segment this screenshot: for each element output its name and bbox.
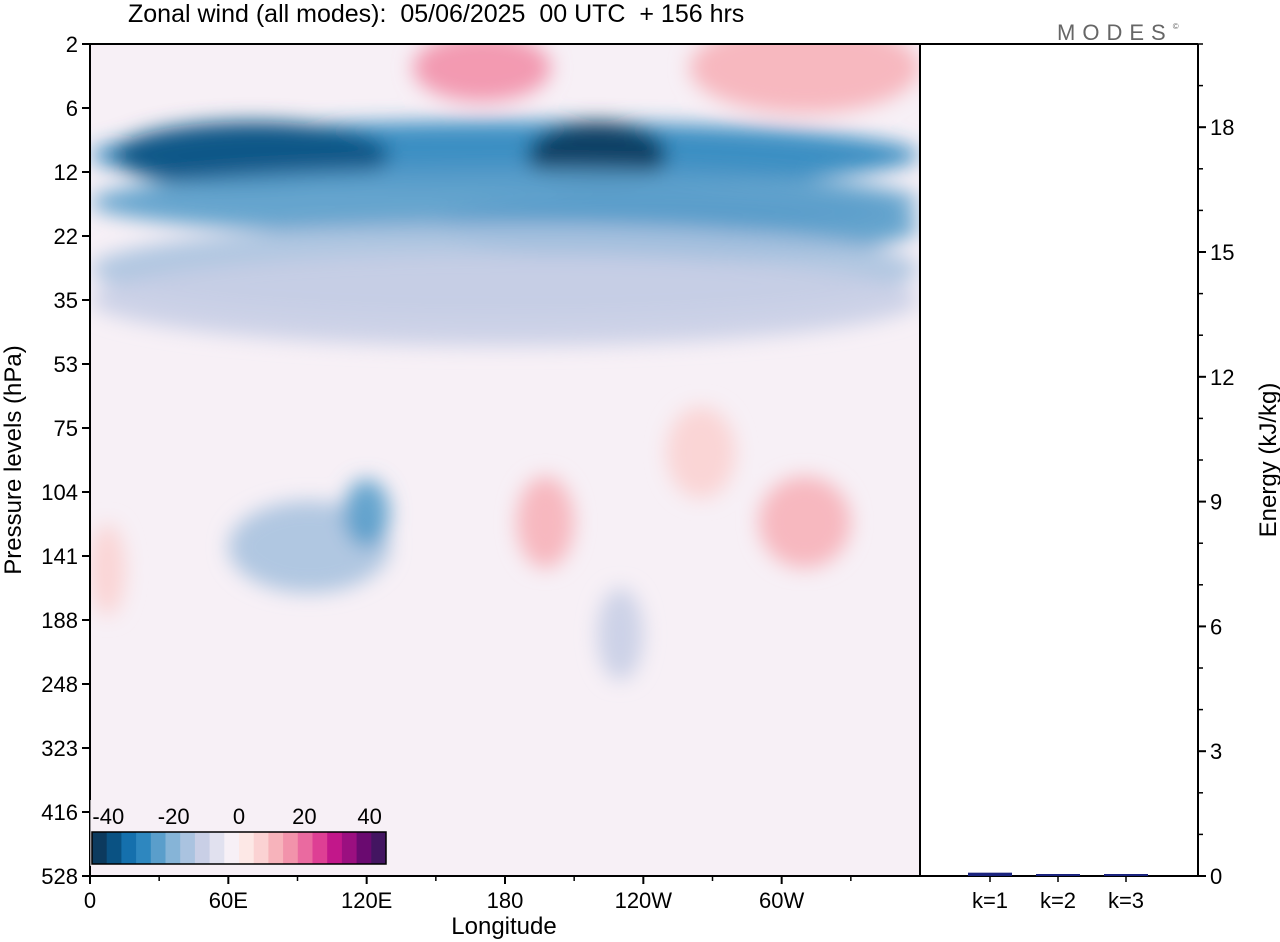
x-tick-label: 180 bbox=[487, 888, 524, 913]
colorbar-swatch bbox=[106, 832, 122, 864]
y-tick-label: 248 bbox=[41, 672, 78, 697]
wind-region-10 bbox=[343, 479, 390, 548]
y-tick-label: 104 bbox=[41, 480, 78, 505]
x-axis: 0 60E 120E 180 120W 60W bbox=[84, 876, 852, 913]
wind-region-8 bbox=[689, 44, 920, 114]
energy-y-tick-label: 6 bbox=[1210, 614, 1222, 639]
y-tick-label: 141 bbox=[41, 544, 78, 569]
wind-region-6 bbox=[90, 254, 920, 346]
wind-region-15 bbox=[597, 588, 644, 681]
chart-title: Zonal wind (all modes): 05/06/2025 00 UT… bbox=[128, 0, 745, 28]
x-tick-label: 60W bbox=[759, 888, 804, 913]
wind-region-14 bbox=[90, 523, 126, 616]
energy-bar-k=1 bbox=[968, 872, 1012, 876]
colorbar-swatch bbox=[327, 832, 343, 864]
colorbar-label: 20 bbox=[292, 804, 316, 829]
y-tick-label: 323 bbox=[41, 736, 78, 761]
x-tick-label: 60E bbox=[209, 888, 248, 913]
colorbar-label: -20 bbox=[158, 804, 190, 829]
energy-axis-title: Energy (kJ/kg) bbox=[1255, 383, 1280, 538]
y-tick-label: 6 bbox=[66, 96, 78, 121]
energy-y-tick-label: 3 bbox=[1210, 739, 1222, 764]
colorbar-swatch bbox=[209, 832, 225, 864]
colorbar-swatch bbox=[136, 832, 152, 864]
colorbar-swatch bbox=[180, 832, 196, 864]
colorbar-swatch bbox=[312, 832, 328, 864]
wind-region-11 bbox=[516, 476, 575, 569]
colorbar-swatch bbox=[224, 832, 240, 864]
y-tick-label: 12 bbox=[54, 160, 78, 185]
y-tick-label: 22 bbox=[54, 224, 78, 249]
energy-y-tick-label: 9 bbox=[1210, 490, 1222, 515]
copyright-mark: © bbox=[1172, 22, 1179, 31]
wind-region-13 bbox=[666, 406, 736, 499]
energy-bar-k=2 bbox=[1036, 874, 1080, 876]
colorbar-swatch bbox=[165, 832, 181, 864]
wind-region-7 bbox=[412, 44, 552, 102]
energy-y-tick-label: 12 bbox=[1210, 365, 1234, 390]
colorbar-legend: -40 -20 0 20 40 bbox=[90, 800, 388, 866]
energy-bar-k=3 bbox=[1104, 874, 1148, 876]
wind-field bbox=[90, 44, 920, 681]
colorbar-swatch bbox=[194, 832, 211, 864]
energy-y-tick-label: 0 bbox=[1210, 864, 1222, 889]
colorbar-label: 0 bbox=[233, 804, 245, 829]
x-tick-label: 120W bbox=[615, 888, 673, 913]
colorbar-swatch bbox=[268, 832, 284, 864]
colorbar-swatch bbox=[283, 832, 299, 864]
colorbar-label: 40 bbox=[357, 804, 381, 829]
y-tick-label: 75 bbox=[54, 416, 78, 441]
colorbar-swatch bbox=[92, 832, 108, 864]
colorbar-swatch bbox=[297, 832, 313, 864]
energy-y-tick-label: 18 bbox=[1210, 115, 1234, 140]
energy-x-label: k=1 bbox=[972, 888, 1008, 913]
y-tick-label: 416 bbox=[41, 800, 78, 825]
colorbar-swatch bbox=[121, 832, 137, 864]
colorbar-swatch bbox=[150, 832, 166, 864]
colorbar-border bbox=[91, 831, 387, 865]
y-axis-title: Pressure levels (hPa) bbox=[0, 345, 27, 574]
y-tick-label: 528 bbox=[41, 864, 78, 889]
x-tick-label: 120E bbox=[341, 888, 392, 913]
x-tick-label: 0 bbox=[84, 888, 96, 913]
colorbar-swatch bbox=[371, 832, 387, 864]
heatmap-plot-area bbox=[90, 44, 920, 876]
x-axis-title: Longitude bbox=[451, 913, 556, 940]
y-tick-label: 35 bbox=[54, 288, 78, 313]
colorbar-swatch bbox=[239, 832, 255, 864]
colorbar-swatch bbox=[341, 832, 358, 864]
y-tick-label: 2 bbox=[66, 32, 78, 57]
colorbar-label: -40 bbox=[92, 804, 124, 829]
modes-logo: MODES© bbox=[1057, 20, 1179, 46]
y-axis: 2 6 12 22 35 53 75 104 141 188 248 323 416 528 bbox=[41, 32, 90, 889]
wind-region-12 bbox=[758, 476, 851, 569]
energy-x-label: k=3 bbox=[1108, 888, 1144, 913]
y-tick-label: 53 bbox=[54, 352, 78, 377]
y-tick-label: 188 bbox=[41, 608, 78, 633]
energy-x-label: k=2 bbox=[1040, 888, 1076, 913]
colorbar-swatch bbox=[356, 832, 372, 864]
brand-text: MODES bbox=[1057, 20, 1173, 45]
colorbar-swatch bbox=[253, 832, 269, 864]
energy-bar-panel: 0 3 6 9 12 15 18 k=1 k=2 k=3 bbox=[920, 43, 1234, 913]
energy-y-tick-label: 15 bbox=[1210, 240, 1234, 265]
